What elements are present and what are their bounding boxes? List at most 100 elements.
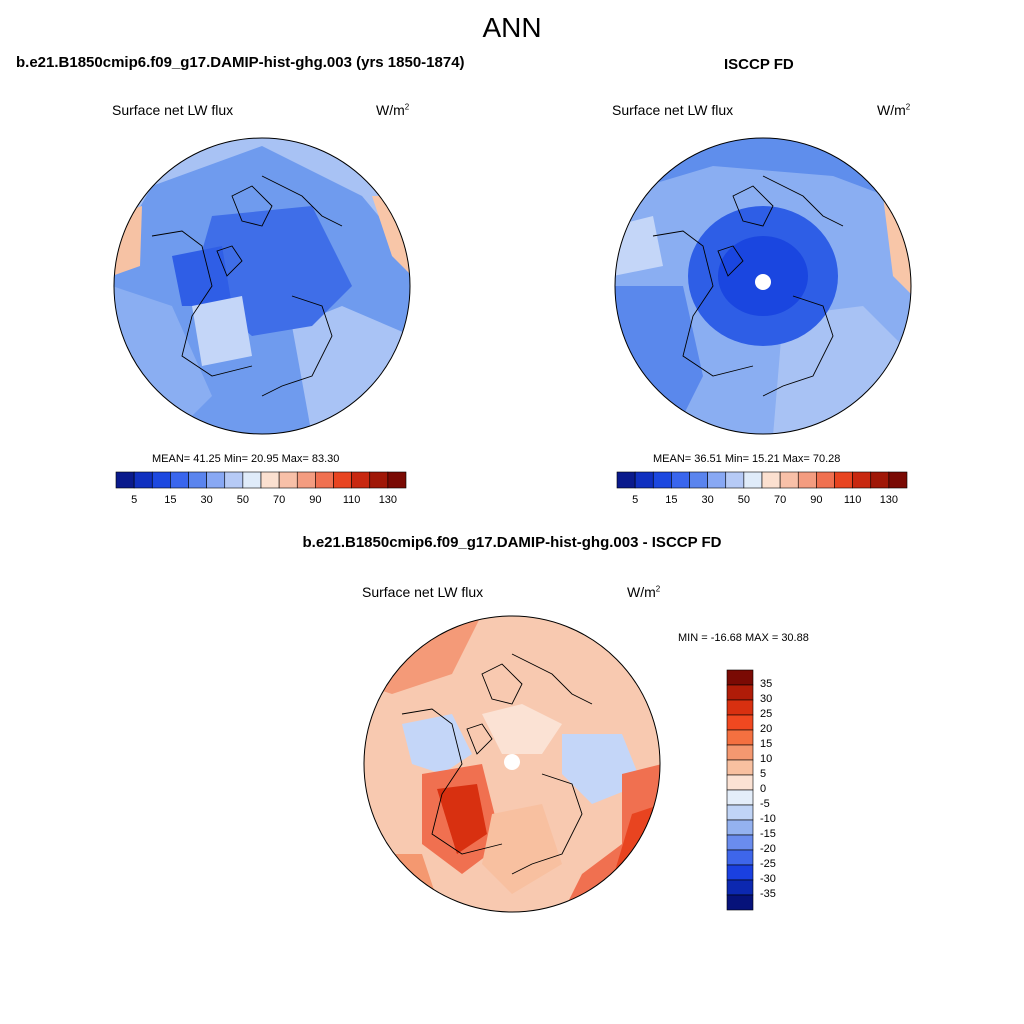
- diff-units-label: W/m2: [627, 584, 661, 600]
- colorbar-swatch: [351, 471, 371, 489]
- colorbar-tick-label: 70: [273, 494, 286, 506]
- colorbar-swatch: [224, 471, 244, 489]
- colorbar-tick-label: 90: [810, 494, 823, 506]
- colorbar-swatch: [726, 834, 754, 851]
- colorbar-level-label: 0: [760, 783, 767, 795]
- panel1-colorbar: [115, 471, 407, 489]
- diff-polar-map: [363, 615, 661, 913]
- colorbar-swatch: [852, 471, 872, 489]
- colorbar-level-label: 20: [760, 723, 773, 735]
- colorbar-swatch: [689, 471, 708, 489]
- diff-variable-label: Surface net LW flux: [362, 584, 484, 600]
- colorbar-level-label: 15: [760, 738, 773, 750]
- colorbar-swatch: [369, 471, 389, 489]
- panel2-stats: MEAN= 36.51 Min= 15.21 Max= 70.28: [653, 453, 841, 465]
- colorbar-swatch: [278, 471, 298, 489]
- colorbar-swatch: [726, 864, 754, 881]
- colorbar-swatch: [296, 471, 316, 489]
- colorbar-level-label: -10: [760, 813, 776, 825]
- colorbar-swatch: [726, 684, 754, 701]
- diff-stats: MIN = -16.68 MAX = 30.88: [678, 632, 809, 644]
- colorbar-swatch: [333, 471, 352, 489]
- colorbar-swatch: [634, 471, 654, 489]
- colorbar-swatch: [726, 774, 754, 791]
- colorbar-swatch: [151, 471, 171, 489]
- colorbar-tick-label: 110: [843, 494, 862, 506]
- colorbar-level-label: -5: [760, 798, 770, 810]
- colorbar-tick-label: 130: [378, 494, 398, 506]
- colorbar-swatch: [726, 669, 754, 686]
- colorbar-level-label: 25: [760, 708, 773, 720]
- colorbar-swatch: [188, 471, 207, 489]
- colorbar-swatch: [616, 471, 636, 489]
- main-title: ANN: [482, 12, 542, 43]
- colorbar-tick-label: 30: [701, 494, 714, 506]
- colorbar-swatch: [315, 471, 334, 489]
- colorbar-swatch: [816, 471, 835, 489]
- colorbar-swatch: [779, 471, 799, 489]
- colorbar-tick-label: 50: [236, 494, 249, 506]
- colorbar-swatch: [170, 471, 189, 489]
- colorbar-tick-label: 30: [200, 494, 213, 506]
- colorbar-tick-label: 90: [309, 494, 322, 506]
- colorbar-tick-label: 5: [131, 494, 138, 506]
- colorbar-swatch: [242, 471, 262, 489]
- panel2-colorbar-ticks: 5 15 30 50 70 90 110 130: [617, 494, 907, 508]
- diff-header: b.e21.B1850cmip6.f09_g17.DAMIP-hist-ghg.…: [302, 534, 722, 551]
- colorbar-tick-label: 15: [665, 494, 678, 506]
- colorbar-swatch: [707, 471, 727, 489]
- colorbar-tick-label: 5: [632, 494, 639, 506]
- colorbar-level-label: 5: [760, 768, 767, 780]
- colorbar-swatch: [652, 471, 672, 489]
- panel1-variable-label: Surface net LW flux: [112, 102, 234, 118]
- panel2-header: ISCCP FD: [724, 56, 794, 73]
- colorbar-level-label: -25: [760, 858, 776, 870]
- pole-hole: [755, 274, 771, 290]
- colorbar-tick-label: 15: [164, 494, 177, 506]
- colorbar-swatch: [260, 471, 280, 489]
- colorbar-swatch: [726, 804, 754, 821]
- diff-colorbar: [726, 669, 754, 911]
- panel1-units-label: W/m2: [376, 102, 410, 118]
- colorbar-swatch: [726, 744, 754, 761]
- colorbar-tick-label: 130: [879, 494, 899, 506]
- colorbar-swatch: [726, 789, 754, 806]
- colorbar-swatch: [387, 471, 407, 489]
- panel2-variable-label: Surface net LW flux: [612, 102, 734, 118]
- colorbar-swatch: [834, 471, 853, 489]
- colorbar-level-label: -15: [760, 828, 776, 840]
- colorbar-level-label: -35: [760, 888, 776, 900]
- colorbar-swatch: [870, 471, 890, 489]
- colorbar-swatch: [743, 471, 763, 489]
- colorbar-level-label: -30: [760, 873, 776, 885]
- colorbar-level-label: 10: [760, 753, 773, 765]
- colorbar-tick-label: 50: [737, 494, 750, 506]
- colorbar-swatch: [725, 471, 745, 489]
- colorbar-tick-label: 110: [342, 494, 361, 506]
- colorbar-swatch: [726, 759, 754, 776]
- colorbar-level-label: -20: [760, 843, 776, 855]
- panel2-polar-map: [614, 137, 912, 435]
- colorbar-swatch: [888, 471, 908, 489]
- panel1-polar-map: [113, 137, 411, 435]
- colorbar-swatch: [726, 699, 754, 716]
- colorbar-swatch: [671, 471, 690, 489]
- colorbar-swatch: [133, 471, 153, 489]
- panel1-header: b.e21.B1850cmip6.f09_g17.DAMIP-hist-ghg.…: [16, 54, 465, 71]
- colorbar-swatch: [726, 714, 754, 731]
- colorbar-swatch: [206, 471, 226, 489]
- colorbar-swatch: [761, 471, 781, 489]
- panel1-stats: MEAN= 41.25 Min= 20.95 Max= 83.30: [152, 453, 340, 465]
- colorbar-level-label: 30: [760, 693, 773, 705]
- pole-hole: [504, 754, 520, 770]
- panel2-colorbar: [616, 471, 908, 489]
- colorbar-swatch: [726, 894, 754, 911]
- diff-colorbar-labels: 35 30 25 20 15 10 5 0 -5 -10 -15 -20 -25 -30 -35: [758, 670, 798, 910]
- colorbar-swatch: [726, 729, 754, 746]
- panel1-colorbar-ticks: 5 15 30 50 70 90 110 130: [116, 494, 406, 508]
- colorbar-level-label: 35: [760, 678, 773, 690]
- colorbar-swatch: [115, 471, 135, 489]
- colorbar-tick-label: 70: [774, 494, 787, 506]
- colorbar-swatch: [726, 819, 754, 836]
- colorbar-swatch: [726, 849, 754, 866]
